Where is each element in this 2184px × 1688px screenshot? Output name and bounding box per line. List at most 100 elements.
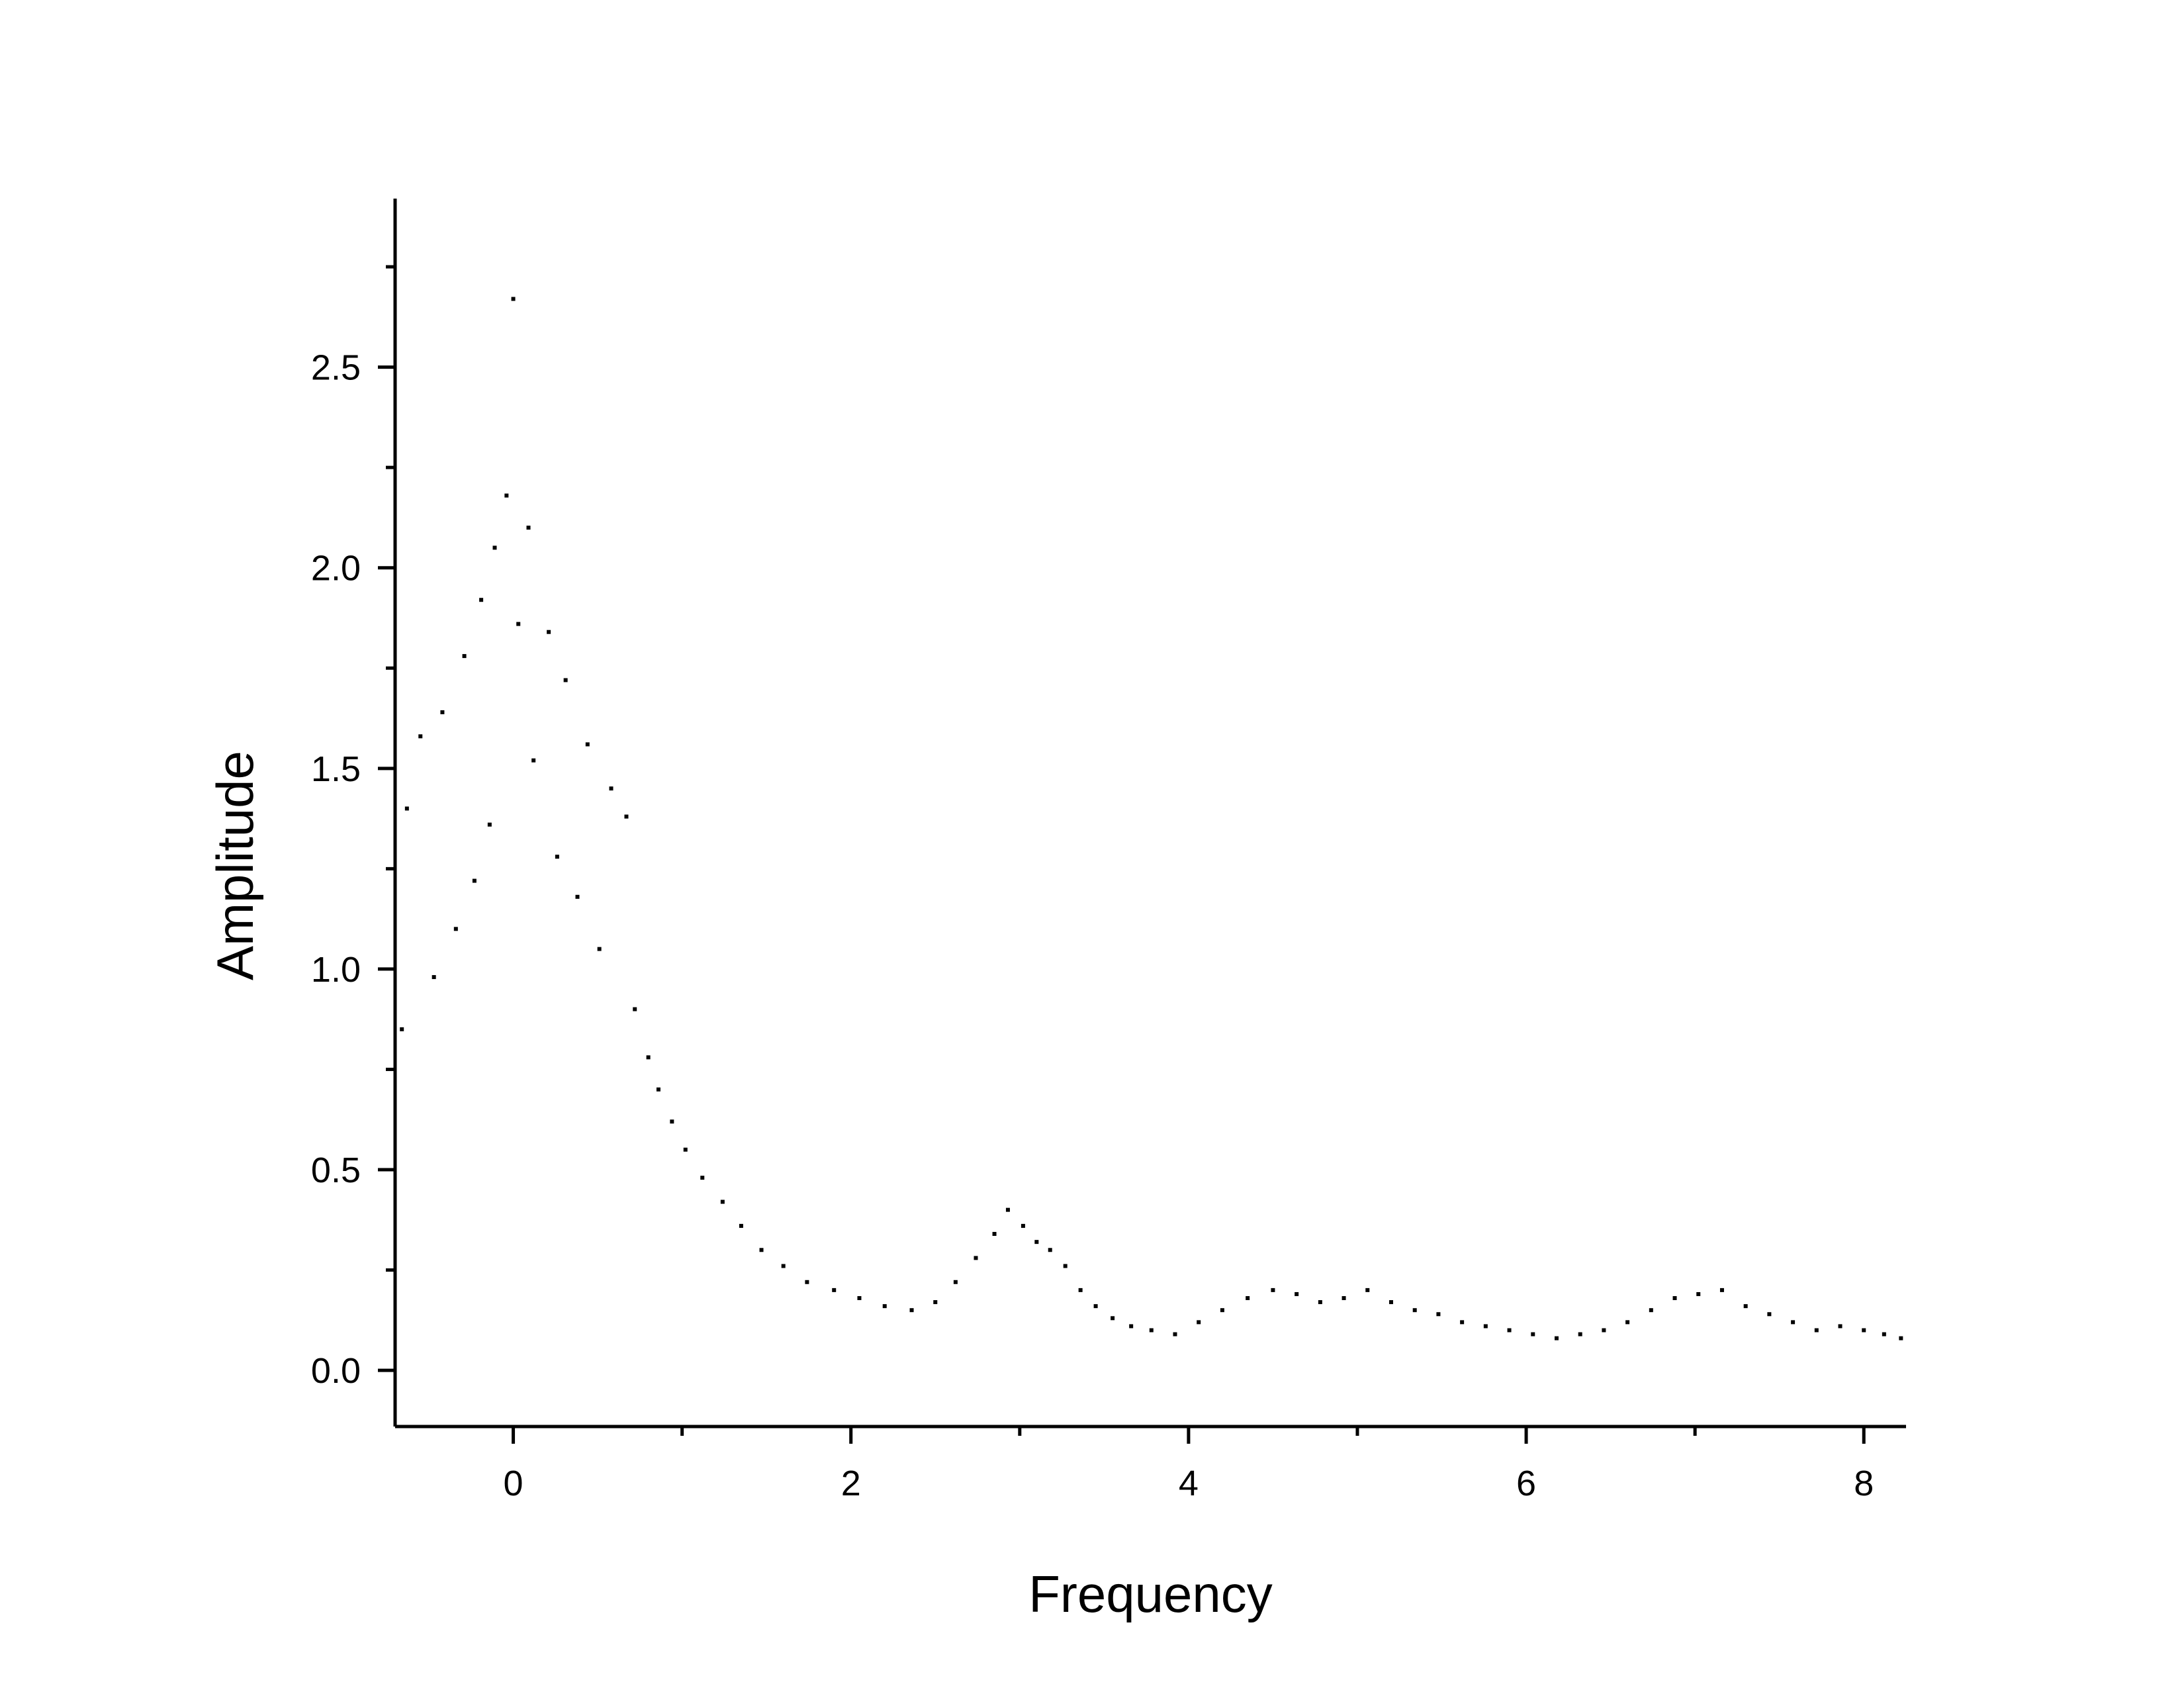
scatter-point — [575, 894, 580, 899]
scatter-point — [1129, 1324, 1134, 1329]
x-tick-label: 2 — [841, 1464, 861, 1503]
scatter-point — [504, 493, 509, 498]
scatter-point — [1246, 1296, 1250, 1301]
scatter-point — [1197, 1320, 1201, 1325]
scatter-point — [453, 927, 458, 931]
scatter-point — [1436, 1312, 1441, 1317]
x-tick-label: 4 — [1179, 1464, 1199, 1503]
scatter-point — [1460, 1320, 1465, 1325]
scatter-point — [1862, 1328, 1866, 1333]
scatter-point — [1365, 1288, 1370, 1292]
scatter-point — [805, 1280, 809, 1284]
scatter-point — [404, 806, 409, 811]
scatter-point — [624, 814, 629, 819]
scatter-point — [933, 1300, 938, 1305]
scatter-point — [882, 1304, 887, 1309]
y-tick-label: 2.5 — [311, 348, 361, 388]
scatter-point — [1005, 1207, 1010, 1212]
scatter-point — [1048, 1248, 1052, 1252]
scatter-point — [700, 1176, 705, 1180]
scatter-point — [720, 1199, 725, 1204]
scatter-points-group — [400, 297, 1903, 1340]
scatter-point — [585, 742, 590, 747]
axes-group — [393, 199, 1906, 1429]
scatter-point — [1220, 1308, 1224, 1313]
scatter-point — [1034, 1240, 1039, 1244]
scatter-point — [953, 1280, 958, 1284]
scatter-point — [462, 654, 467, 659]
y-tick-label: 1.0 — [311, 950, 361, 990]
scatter-point — [563, 678, 568, 682]
scatter-point — [1578, 1332, 1582, 1336]
scatter-point — [633, 1007, 637, 1011]
scatter-point — [992, 1232, 997, 1237]
scatter-point — [547, 630, 551, 634]
scatter-point — [670, 1119, 674, 1124]
scatter-point — [1719, 1288, 1724, 1292]
scatter-point — [1063, 1264, 1068, 1268]
y-tick-label: 1.5 — [311, 749, 361, 789]
scatter-point — [1602, 1328, 1606, 1333]
scatter-point — [1318, 1300, 1322, 1305]
scatter-point — [1625, 1320, 1630, 1325]
scatter-point — [857, 1296, 862, 1301]
y-tick-label: 2.0 — [311, 549, 361, 588]
x-tick-label: 0 — [504, 1464, 523, 1503]
x-tick-label: 6 — [1516, 1464, 1536, 1503]
scatter-point — [1111, 1316, 1115, 1321]
scatter-point — [739, 1223, 743, 1228]
scatter-point — [656, 1087, 660, 1092]
scatter-point — [492, 545, 497, 550]
x-axis-title: Frequency — [1028, 1565, 1273, 1623]
scatter-point — [1388, 1300, 1393, 1305]
scatter-point — [609, 786, 614, 791]
scatter-point — [759, 1248, 764, 1252]
scatter-point — [1791, 1320, 1796, 1325]
scatter-point — [526, 526, 531, 530]
scatter-point — [1093, 1304, 1098, 1309]
scatter-point — [1838, 1324, 1843, 1329]
scatter-point — [1507, 1328, 1512, 1333]
scatter-point — [1021, 1223, 1025, 1228]
scatter-point — [1649, 1308, 1653, 1313]
ticks-group: 0 2 4 6 8 0.0 0.5 1.0 1.5 2.0 2.5 — [311, 265, 1874, 1503]
scatter-point — [440, 710, 445, 714]
scatter-point — [1149, 1328, 1154, 1333]
scatter-point — [1814, 1328, 1819, 1333]
scatter-point — [1696, 1291, 1701, 1296]
scatter-point — [1078, 1288, 1083, 1292]
scatter-point — [1531, 1332, 1535, 1336]
scatter-point — [511, 297, 516, 301]
scatter-point — [1767, 1312, 1772, 1317]
scatter-point — [781, 1264, 786, 1268]
scatter-point — [1271, 1288, 1275, 1292]
scatter-point — [1342, 1296, 1346, 1301]
scatter-point — [555, 855, 559, 859]
scatter-point — [1412, 1308, 1417, 1313]
scatter-point — [472, 878, 477, 883]
scatter-point — [832, 1288, 837, 1292]
scatter-point — [487, 822, 492, 827]
y-tick-label: 0.5 — [311, 1150, 361, 1190]
scatter-point — [1743, 1304, 1748, 1309]
scatter-point — [1483, 1324, 1488, 1329]
scatter-point — [1899, 1336, 1903, 1340]
y-axis-title: Amplitude — [206, 751, 264, 980]
scatter-point — [400, 1027, 404, 1031]
scatter-point — [683, 1147, 688, 1152]
scatter-point — [418, 734, 423, 739]
scatter-point — [1295, 1291, 1299, 1296]
scatter-point — [1882, 1332, 1886, 1336]
x-tick-label: 8 — [1854, 1464, 1874, 1503]
scatter-point — [909, 1308, 914, 1313]
scatter-point — [646, 1055, 651, 1060]
scatter-point — [597, 947, 602, 951]
scatter-point — [432, 975, 436, 980]
scatter-point — [1554, 1336, 1559, 1340]
scatter-point — [1672, 1296, 1677, 1301]
scatter-point — [516, 622, 521, 626]
y-tick-label: 0.0 — [311, 1351, 361, 1391]
scatter-point — [531, 758, 536, 763]
